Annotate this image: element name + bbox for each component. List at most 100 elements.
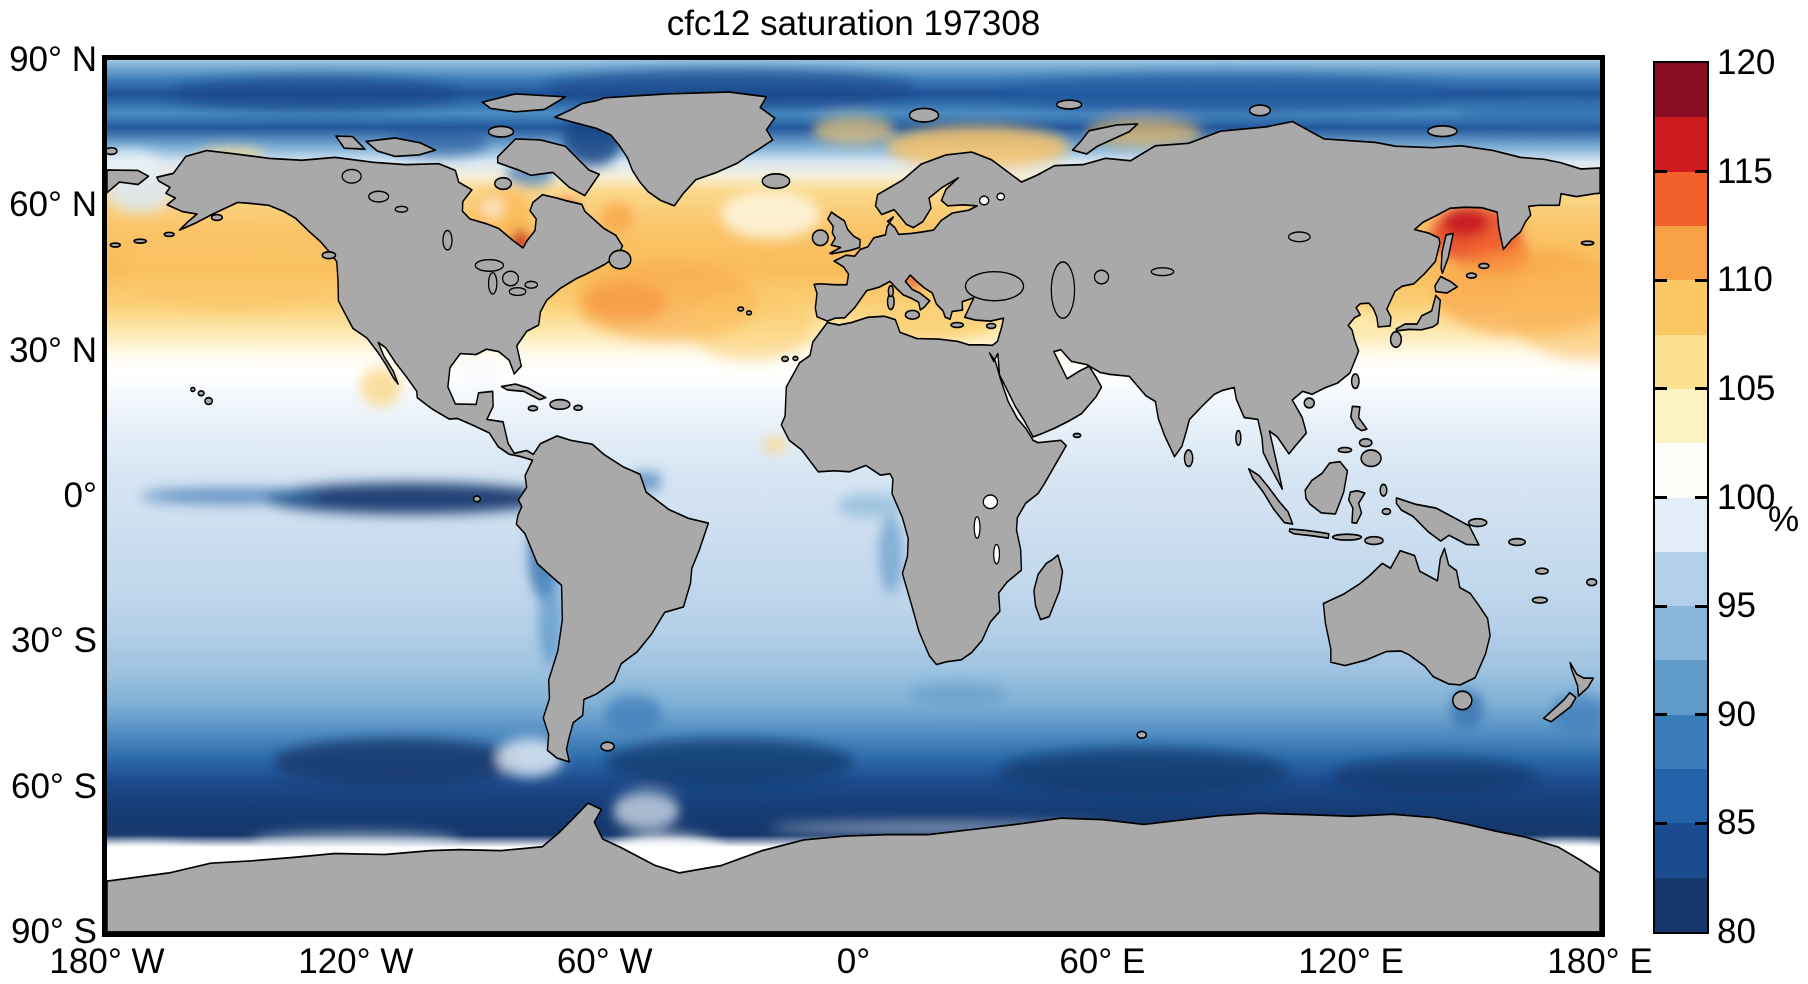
- colorbar-tick-mark: [1655, 821, 1667, 825]
- colorbar-tick-mark: [1695, 496, 1707, 499]
- colorbar-tick-label: 110: [1717, 260, 1773, 300]
- colorbar-band: [1655, 388, 1707, 444]
- island: [109, 242, 121, 248]
- y-axis-tick-label: 30° N: [9, 330, 97, 370]
- island: [1465, 272, 1478, 279]
- colorbar-band: [1655, 823, 1707, 878]
- x-axis-tick-label: 60° W: [556, 942, 653, 981]
- x-axis-tick-label: 180° W: [49, 942, 165, 981]
- island: [204, 396, 214, 406]
- lake: [1093, 269, 1110, 285]
- colorbar-band: [1655, 117, 1707, 172]
- colorbar-tick-mark: [1695, 170, 1707, 174]
- island: [1072, 432, 1082, 439]
- landmass-new_guinea: [1395, 497, 1480, 546]
- x-axis-tick-label: 120° E: [1298, 942, 1404, 981]
- island: [472, 495, 481, 503]
- landmass-luzon: [1350, 405, 1368, 432]
- island: [1358, 437, 1373, 448]
- island: [573, 404, 583, 412]
- colorbar-tick-mark: [1655, 496, 1667, 499]
- island: [1055, 99, 1083, 110]
- island: [737, 306, 745, 312]
- lake: [508, 286, 527, 297]
- world-map: [107, 60, 1600, 932]
- colorbar-tick-label: 85: [1717, 803, 1756, 843]
- landmass-baffin: [496, 138, 601, 197]
- landmass-greenland: [554, 91, 776, 207]
- lake: [474, 258, 505, 272]
- map-plot-area: [102, 55, 1605, 937]
- island: [1337, 446, 1353, 454]
- colorbar-tick-mark: [1655, 278, 1667, 282]
- island: [908, 107, 940, 123]
- colorbar-tick-mark: [1655, 713, 1667, 717]
- lake: [341, 168, 362, 184]
- colorbar-tick-mark: [1655, 170, 1667, 174]
- landmass-honshu: [1395, 294, 1442, 332]
- colorbar-band: [1655, 606, 1707, 661]
- colorbar-tick-mark: [1695, 387, 1707, 391]
- island: [985, 322, 997, 330]
- colorbar-band: [1655, 171, 1707, 226]
- lake: [993, 543, 1001, 565]
- colorbar-band: [1655, 551, 1707, 607]
- lake: [487, 271, 498, 295]
- landmass-sakhalin: [1440, 232, 1454, 275]
- y-axis-tick-label: 60° N: [9, 185, 97, 225]
- island: [781, 355, 790, 363]
- lake: [996, 192, 1006, 201]
- colorbar-unit-label: %: [1768, 500, 1800, 539]
- lake: [1287, 231, 1311, 243]
- landmass-americas: [156, 149, 710, 763]
- island: [950, 321, 965, 329]
- island: [321, 250, 337, 260]
- colorbar: [1653, 61, 1709, 934]
- island: [527, 405, 539, 412]
- landmass-australia: [1322, 547, 1491, 686]
- island: [1364, 535, 1384, 546]
- island: [1381, 507, 1392, 516]
- island: [190, 386, 196, 393]
- island: [792, 355, 799, 362]
- x-axis-tick-label: 0°: [836, 942, 871, 981]
- y-axis-tick-label: 60° S: [11, 766, 97, 806]
- landmass-hokkaido: [1434, 275, 1459, 294]
- lake: [368, 190, 390, 203]
- landmass-cuba: [500, 383, 547, 401]
- island: [1248, 104, 1272, 117]
- island: [133, 238, 148, 244]
- colorbar-tick-label: 115: [1717, 151, 1773, 191]
- landmass-java: [1288, 528, 1330, 539]
- lake: [973, 516, 981, 539]
- colorbar-band: [1655, 769, 1707, 824]
- island: [745, 310, 753, 316]
- island: [1331, 533, 1363, 541]
- lake: [442, 229, 453, 251]
- island: [1467, 517, 1488, 528]
- colorbar-band: [1655, 443, 1707, 498]
- island: [494, 176, 513, 191]
- landmass-borneo: [1304, 460, 1349, 515]
- island: [1508, 537, 1527, 547]
- colorbar-tick-mark: [1655, 387, 1667, 391]
- colorbar-tick-mark: [1655, 604, 1667, 608]
- colorbar-tick-label: 120: [1717, 43, 1776, 82]
- lake: [964, 270, 1025, 302]
- island: [1452, 690, 1473, 711]
- landmass-antarctica: [107, 802, 1600, 932]
- island: [1379, 483, 1388, 497]
- island: [1183, 449, 1194, 468]
- landmass-sumatra: [1248, 468, 1294, 525]
- island: [887, 284, 895, 298]
- colorbar-band: [1655, 63, 1707, 118]
- island: [1586, 577, 1598, 587]
- island: [487, 125, 515, 138]
- y-axis-tick-label: 30° S: [11, 621, 97, 661]
- island: [811, 229, 829, 247]
- island: [549, 398, 571, 411]
- colorbar-band: [1655, 334, 1707, 389]
- colorbar-band: [1655, 660, 1707, 715]
- landmass-banks_island: [335, 135, 366, 150]
- island: [163, 231, 175, 238]
